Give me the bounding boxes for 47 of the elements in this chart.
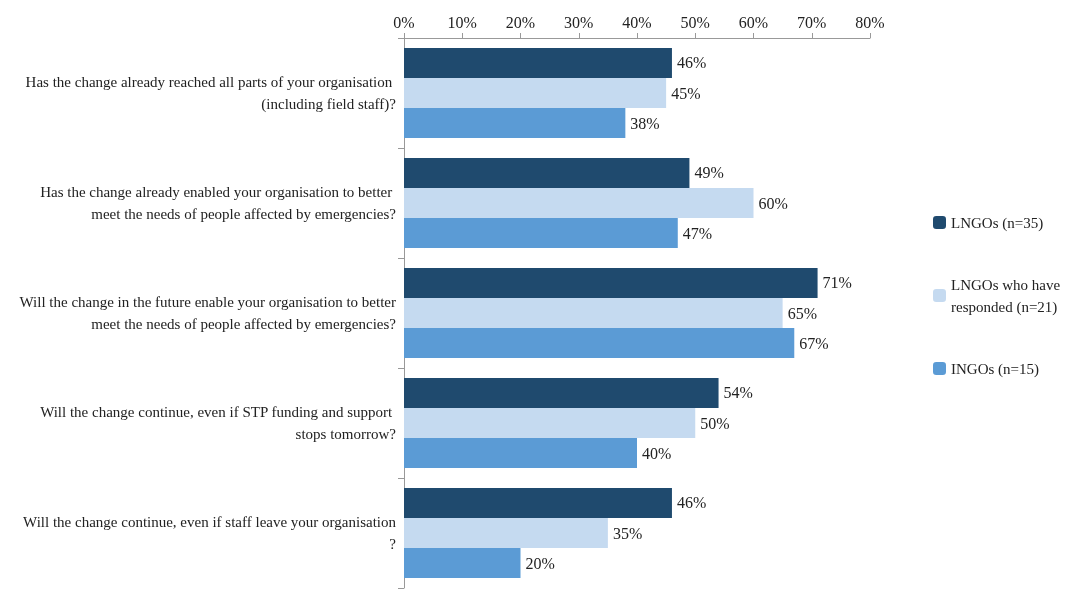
data-label: 38% xyxy=(630,114,660,132)
x-tick-label: 0% xyxy=(393,13,415,31)
x-tick-label: 10% xyxy=(447,13,477,31)
x-tick-label: 60% xyxy=(738,13,769,31)
y-tick-label: Will the change continue, even if STP funding and support stops tomorrow? xyxy=(40,404,397,442)
data-label: 46% xyxy=(676,54,707,72)
y-tick-label: Has the change already reached all parts of your organisation (including field staff)? xyxy=(25,74,397,113)
x-tick-label: 70% xyxy=(797,13,827,31)
y-tick-label: Will the change in the future enable your organisation to better meet the needs of people affected by emergencies? xyxy=(19,294,397,332)
data-label: 67% xyxy=(799,334,829,352)
x-tick-label: 30% xyxy=(564,13,594,31)
data-label: 71% xyxy=(822,274,852,292)
data-label: 40% xyxy=(642,444,672,462)
data-label: 50% xyxy=(700,414,730,432)
x-tick-label: 40% xyxy=(622,13,652,31)
bar xyxy=(404,328,795,359)
x-tick-label: 20% xyxy=(505,13,536,31)
bar xyxy=(404,438,637,469)
legend-label: LNGOs (n=35) xyxy=(951,214,1044,232)
bar xyxy=(404,187,754,219)
data-label: 45% xyxy=(671,84,701,102)
y-tick-label: Has the change already enabled your organisation to better meet the needs of people affected by emergencies? xyxy=(40,184,397,222)
bar xyxy=(404,267,818,298)
bar xyxy=(404,77,667,109)
bar xyxy=(404,47,672,78)
data-label: 60% xyxy=(758,194,788,212)
legend-label: LNGOs who have responded (n=21) xyxy=(951,276,1064,316)
bar xyxy=(404,157,690,188)
x-tick-label: 80% xyxy=(855,13,885,31)
y-tick-label: Will the change continue, even if staff leave your organisation? xyxy=(23,514,397,552)
bar xyxy=(404,218,678,249)
bar xyxy=(404,407,696,439)
legend-label: INGOs (n=15) xyxy=(951,360,1040,378)
data-label: 54% xyxy=(723,384,753,402)
bar xyxy=(404,377,719,408)
data-label: 49% xyxy=(694,164,724,182)
bar xyxy=(404,548,521,579)
data-label: 46% xyxy=(676,494,707,512)
bar xyxy=(404,297,783,329)
bar xyxy=(404,487,672,518)
bar xyxy=(404,108,626,139)
data-label: 20% xyxy=(525,554,555,572)
x-tick-label: 50% xyxy=(680,13,710,31)
data-label: 65% xyxy=(787,304,817,322)
data-label: 47% xyxy=(682,224,713,242)
bar xyxy=(404,517,608,549)
data-label: 35% xyxy=(612,524,643,542)
